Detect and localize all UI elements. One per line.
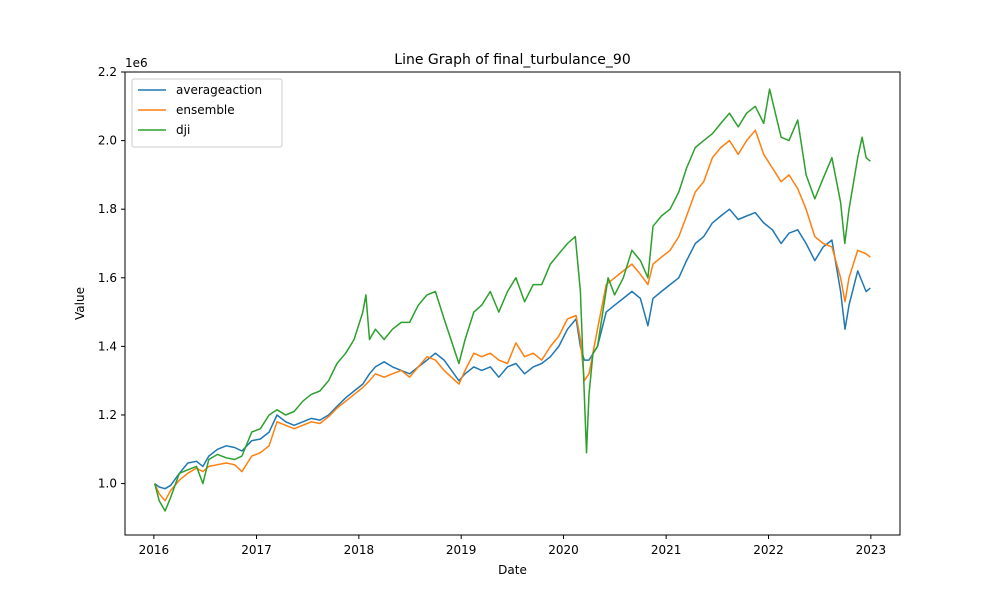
chart-title: Line Graph of final_turbulance_90: [394, 52, 630, 68]
x-axis: 2016 2017 2018 2019 2020 2021 2022 2023: [139, 535, 887, 557]
x-tick-label: 2019: [446, 543, 477, 557]
y-tick-label: 1.0: [98, 477, 117, 491]
x-tick-label: 2021: [651, 543, 682, 557]
x-tick-label: 2022: [753, 543, 784, 557]
legend-label-dji: dji: [176, 123, 190, 137]
y-axis: 1.0 1.2 1.4 1.6 1.8 2.0 2.2: [98, 65, 125, 491]
y-tick-label: 1.2: [98, 408, 117, 422]
series-line-averageaction: [154, 208, 871, 490]
plot-frame: [124, 71, 901, 536]
x-axis-label: Date: [498, 563, 527, 577]
legend-label-averageaction: averageaction: [176, 83, 262, 97]
legend: averageaction ensemble dji: [131, 78, 283, 148]
series-line-ensemble: [154, 129, 871, 502]
y-tick-label: 2.0: [98, 134, 117, 148]
legend-label-ensemble: ensemble: [176, 103, 235, 117]
y-axis-offset-label: 1e6: [125, 56, 148, 70]
series-layer: [153, 88, 871, 512]
x-tick-label: 2017: [241, 543, 272, 557]
legend-box: [131, 78, 283, 148]
x-tick-label: 2023: [856, 543, 887, 557]
y-tick-label: 1.8: [98, 202, 117, 216]
y-tick-label: 1.4: [98, 339, 117, 353]
y-tick-label: 1.6: [98, 271, 117, 285]
y-axis-label: Value: [73, 287, 87, 320]
series-line-dji: [153, 88, 871, 512]
x-tick-label: 2020: [548, 543, 579, 557]
x-tick-label: 2016: [139, 543, 170, 557]
y-tick-label: 2.2: [98, 65, 117, 79]
x-tick-label: 2018: [344, 543, 375, 557]
